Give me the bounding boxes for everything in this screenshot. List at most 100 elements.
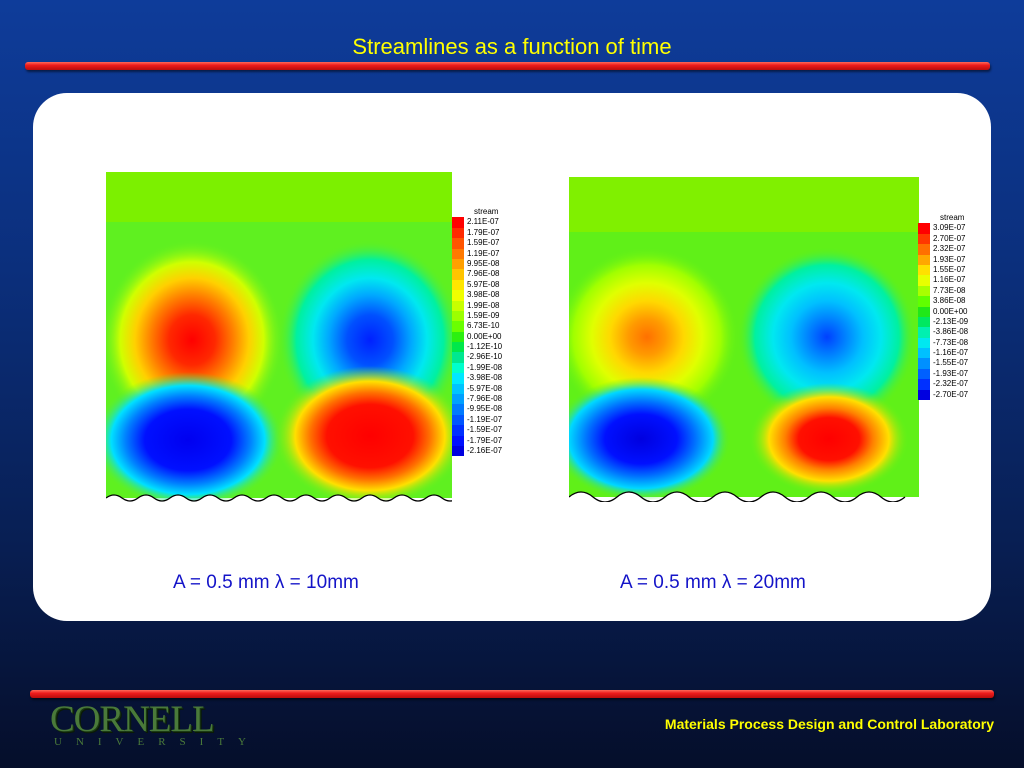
legend-value: 1.93E-07: [933, 254, 966, 264]
legend-value: 2.11E-07: [467, 217, 499, 227]
legend-value: 1.19E-07: [467, 248, 500, 258]
legend-swatch: [452, 352, 464, 363]
legend-row: 1.59E-09: [452, 310, 502, 322]
legend-row: -1.55E-07: [918, 358, 969, 369]
legend-value: -2.13E-09: [933, 316, 969, 326]
footer-rule: [30, 690, 994, 698]
legend-swatch: [452, 238, 464, 249]
legend-value: -1.55E-07: [933, 358, 969, 368]
legend-value: 9.95E-08: [467, 258, 500, 268]
legend-row: 7.73E-08: [918, 285, 968, 297]
legend-row: -2.70E-07: [918, 389, 969, 401]
legend-swatch: [452, 425, 464, 436]
legend-swatch: [452, 217, 464, 228]
legend-swatch: [918, 223, 930, 234]
legend-swatch: [918, 389, 930, 401]
legend-row: -1.16E-07: [918, 348, 968, 359]
legend-row: -1.19E-07: [452, 414, 503, 426]
legend-swatch: [918, 337, 930, 349]
legend-row: -1.99E-08: [452, 362, 502, 374]
legend-value: 0.00E+00: [467, 331, 502, 341]
legend-value: 1.79E-07: [467, 227, 500, 237]
legend-row: 1.59E-07: [452, 238, 502, 249]
legend-row: 5.97E-08: [452, 279, 502, 291]
legend-value: -5.97E-08: [467, 383, 503, 393]
legend-row: -3.86E-08: [918, 327, 968, 338]
legend-value: -2.16E-07: [467, 446, 503, 455]
legend-swatch: [452, 435, 464, 446]
legend-swatch: [452, 300, 464, 311]
legend-value: -7.73E-08: [933, 337, 969, 347]
legend-row: -1.12E-10: [452, 342, 502, 353]
legend-row: 2.32E-07: [918, 244, 968, 255]
legend-swatch: [918, 368, 930, 380]
contour-plot-lambda-10mm: [106, 172, 452, 504]
legend-swatch: [452, 290, 464, 301]
legend-swatch: [918, 379, 930, 390]
legend-swatch: [452, 446, 464, 457]
legend-value: -9.95E-08: [467, 404, 503, 414]
legend-swatch: [918, 316, 930, 328]
legend-row: -2.13E-09: [918, 316, 969, 328]
legend-row: 7.96E-08: [452, 269, 502, 280]
legend-swatch: [452, 331, 464, 343]
legend-row: -7.73E-08: [918, 337, 969, 349]
legend-swatch: [452, 321, 464, 332]
legend-row: 6.73E-10: [452, 321, 502, 332]
legend-value: 1.59E-09: [467, 310, 500, 320]
legend-row: 1.16E-07: [918, 275, 968, 286]
legend-row: -7.96E-08: [452, 394, 502, 405]
legend-swatch: [452, 248, 464, 259]
contour-plot-lambda-20mm: [569, 177, 919, 502]
legend-swatch: [452, 279, 464, 291]
legend-swatch: [918, 327, 930, 338]
legend-swatch: [918, 275, 930, 286]
legend-swatch: [452, 394, 464, 405]
legend-row: 1.19E-07: [452, 248, 502, 259]
legend-value: -2.32E-07: [933, 379, 969, 389]
legend-value: 1.55E-07: [933, 264, 966, 274]
legend-value: 0.00E+00: [933, 306, 968, 316]
legend-swatch: [452, 269, 464, 280]
legend-row: -2.32E-07: [918, 379, 969, 390]
caption-lambda-20mm: A = 0.5 mm λ = 20mm: [620, 572, 806, 593]
legend-value: 3.98E-08: [467, 290, 500, 300]
legend-row: -1.59E-07: [452, 425, 503, 436]
legend-value: -3.98E-08: [467, 373, 503, 383]
slide-title: Streamlines as a function of time: [352, 34, 672, 59]
legend-row: 0.00E+00: [918, 306, 968, 317]
legend-swatch: [918, 264, 930, 276]
legend-row: -5.97E-08: [452, 383, 503, 395]
legend-lambda-20mm: stream 3.09E-07 2.70E-07 2.32E-07 1.93E-07 1…: [918, 213, 969, 401]
legend-value: 7.73E-08: [933, 285, 966, 295]
legend-swatch: [452, 373, 464, 384]
legend-row: 2.11E-07: [452, 217, 502, 228]
legend-value: 5.97E-08: [467, 279, 500, 289]
legend-swatch: [918, 285, 930, 297]
legend-value: 2.70E-07: [933, 233, 966, 243]
legend-value: 7.96E-08: [467, 269, 500, 279]
legend-row: -1.93E-07: [918, 368, 968, 380]
legend-row: 1.93E-07: [918, 254, 968, 265]
legend-swatch: [918, 254, 930, 265]
legend-row: 2.70E-07: [918, 233, 968, 245]
legend-swatch: [452, 227, 464, 239]
legend-row: 1.55E-07: [918, 264, 968, 276]
legend-row: -9.95E-08: [452, 404, 503, 415]
legend-swatch: [918, 244, 930, 255]
legend-row: 3.86E-08: [918, 296, 968, 307]
legend-row: 3.98E-08: [452, 290, 502, 301]
legend-value: 3.09E-07: [933, 223, 966, 233]
legend-row: 3.09E-07: [918, 223, 968, 234]
legend-row: -3.98E-08: [452, 373, 503, 384]
legend-swatch: [452, 362, 464, 374]
legend-value: 1.99E-08: [467, 300, 500, 310]
legend-value: -2.70E-07: [933, 389, 969, 399]
legend-swatch: [918, 348, 930, 359]
legend-title: stream: [474, 207, 499, 216]
legend-value: -1.19E-07: [467, 414, 503, 424]
legend-swatch: [452, 383, 464, 395]
legend-swatch: [918, 358, 930, 369]
legend-value: -1.59E-07: [467, 425, 503, 435]
logo-sub: UNIVERSITY: [54, 736, 260, 748]
